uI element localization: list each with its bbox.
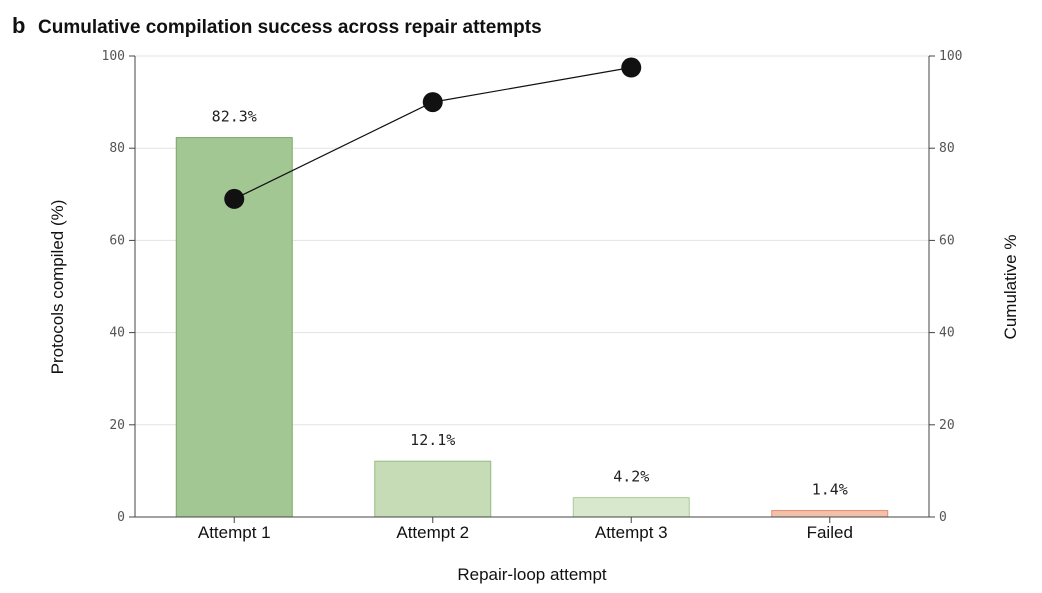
cumulative-point-attempt-1: [224, 188, 245, 209]
right-tick-label-20: 20: [939, 418, 955, 433]
cumulative-line-series: [224, 57, 642, 209]
y-axis-label: Protocols compiled (%): [48, 200, 67, 375]
bar-label-attempt-1: 82.3%: [212, 108, 257, 126]
x-axis-ticks: Attempt 1 Attempt 2 Attempt 3 Failed: [198, 517, 853, 542]
cumulative-line: [233, 66, 632, 200]
right-tick-label-100: 100: [939, 49, 962, 64]
x-tick-label-failed: Failed: [807, 523, 853, 542]
bar-label-failed: 1.4%: [812, 481, 848, 499]
bar-value-labels: 82.3% 12.1% 4.2% 1.4%: [212, 108, 848, 499]
y2-axis-label: Cumulative %: [1001, 235, 1020, 340]
bar-failed: [771, 510, 889, 518]
left-axis-ticks: 0 20 40 60 80 100: [102, 49, 135, 525]
bar-attempt-3: [572, 497, 690, 518]
bar-label-attempt-2: 12.1%: [410, 431, 455, 449]
right-tick-label-0: 0: [939, 510, 947, 525]
right-tick-label-60: 60: [939, 233, 955, 248]
right-axis-ticks: 0 20 40 60 80 100: [929, 49, 962, 525]
left-tick-label-20: 20: [109, 418, 125, 433]
bars: [175, 137, 889, 518]
cumulative-point-attempt-3: [621, 57, 642, 78]
bar-label-attempt-3: 4.2%: [613, 468, 649, 486]
right-tick-label-40: 40: [939, 326, 955, 341]
cumulative-point-attempt-2: [422, 92, 443, 113]
chart-title: Cumulative compilation success across re…: [38, 17, 542, 38]
x-tick-label-attempt-2: Attempt 2: [396, 523, 469, 542]
right-tick-label-80: 80: [939, 141, 955, 156]
panel-letter: b: [12, 13, 25, 38]
x-tick-label-attempt-1: Attempt 1: [198, 523, 271, 542]
left-tick-label-80: 80: [109, 141, 125, 156]
left-tick-label-100: 100: [102, 49, 125, 64]
x-axis-label: Repair-loop attempt: [457, 565, 607, 584]
left-tick-label-40: 40: [109, 326, 125, 341]
left-tick-label-0: 0: [117, 510, 125, 525]
left-tick-label-60: 60: [109, 233, 125, 248]
bar-attempt-2: [374, 460, 492, 518]
x-tick-label-attempt-3: Attempt 3: [595, 523, 668, 542]
